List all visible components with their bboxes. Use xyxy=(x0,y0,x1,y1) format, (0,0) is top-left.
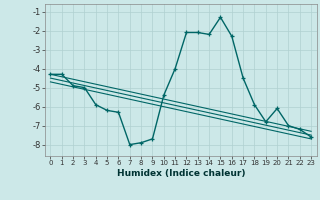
X-axis label: Humidex (Indice chaleur): Humidex (Indice chaleur) xyxy=(116,169,245,178)
